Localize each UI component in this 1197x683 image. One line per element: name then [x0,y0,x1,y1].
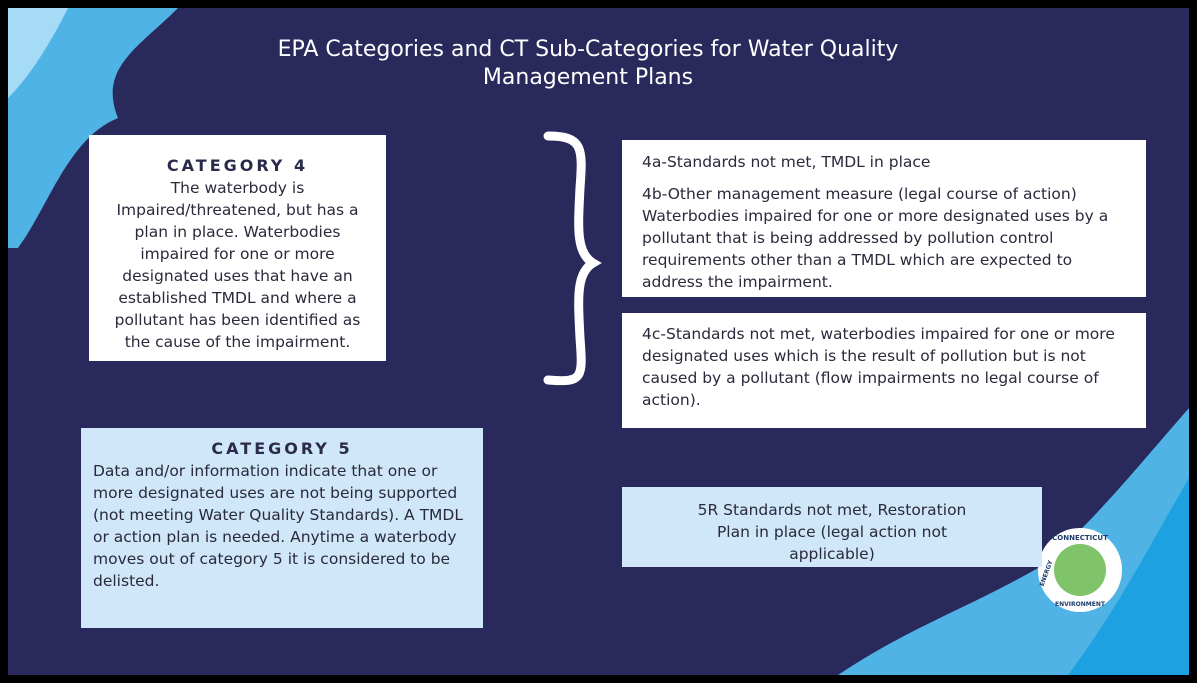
category-heading: CATEGORY 5 [93,438,471,460]
brace [548,136,593,381]
category-text: Data and/or information indicate that on… [93,462,463,590]
subcategory-text: 4b-Other management measure (legal cours… [642,185,1108,291]
logo-inner [1054,544,1106,596]
subcategory-box: 4c-Standards not met, waterbodies impair… [622,313,1146,428]
slide-title: EPA Categories and CT Sub-Categories for… [208,36,968,92]
subcategory-text: 4c-Standards not met, waterbodies impair… [642,325,1115,409]
subcategory-box: 5R Standards not met, Restoration Plan i… [622,487,1042,567]
subcategory-text: 4a-Standards not met, TMDL in place [642,153,930,171]
category-text: The waterbody is Impaired/threatened, bu… [115,179,361,351]
logo-text: ENVIRONMENT [1055,601,1106,608]
subcategory-box: 4b-Other management measure (legal cours… [622,177,1146,297]
subcategory-text: 5R Standards not met, Restoration Plan i… [698,501,967,563]
slide: CONNECTICUT ENERGY ENVIRONMENT EPA Categ… [0,0,1197,683]
category-heading: CATEGORY 4 [103,155,372,177]
slide-background: CONNECTICUT ENERGY ENVIRONMENT EPA Categ… [8,8,1189,675]
category-box: CATEGORY 4 The waterbody is Impaired/thr… [89,135,386,361]
category-box: CATEGORY 5 Data and/or information indic… [81,428,483,628]
logo-text: CONNECTICUT [1052,534,1108,542]
